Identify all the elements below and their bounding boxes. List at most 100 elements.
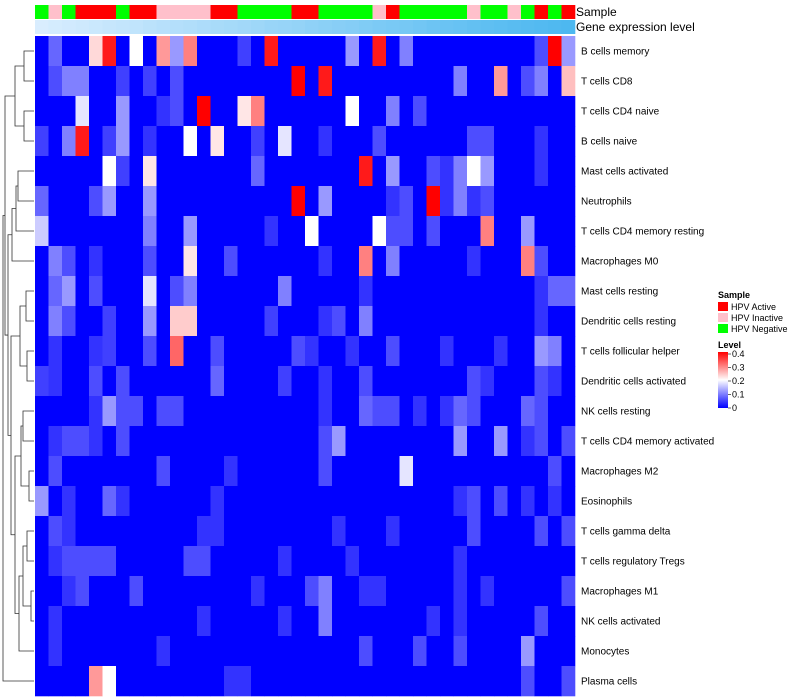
heatmap-cell xyxy=(332,576,346,607)
heatmap-cell xyxy=(345,216,360,247)
heatmap-cell xyxy=(89,276,103,307)
heatmap-cell xyxy=(494,96,508,127)
heatmap-cell xyxy=(534,36,549,67)
heatmap-cell xyxy=(156,456,171,487)
heatmap-cell xyxy=(75,456,90,487)
heatmap-cell xyxy=(345,36,360,67)
heatmap-cell xyxy=(183,396,198,427)
heatmap-cell xyxy=(413,666,427,697)
heatmap-cell xyxy=(35,36,49,67)
dendrogram-link xyxy=(18,575,34,652)
heatmap-cell xyxy=(183,576,198,607)
heatmap-cell xyxy=(332,276,346,307)
heatmap-cell xyxy=(224,306,238,337)
heatmap-cell xyxy=(156,36,171,67)
heatmap-cell xyxy=(318,396,333,427)
heatmap-cell xyxy=(548,546,562,577)
heatmap-cell xyxy=(548,186,562,217)
heatmap-cell xyxy=(197,366,211,397)
heatmap-cell xyxy=(156,66,171,97)
heatmap-cell xyxy=(494,336,508,367)
heatmap-cell xyxy=(129,336,144,367)
heatmap-cell xyxy=(440,156,454,187)
heatmap-cell xyxy=(359,546,373,577)
heatmap-cell xyxy=(332,306,346,337)
heatmap-cell xyxy=(62,486,76,517)
heatmap-cell xyxy=(143,636,157,667)
heatmap-cell xyxy=(399,126,414,157)
heatmap-cell xyxy=(291,576,306,607)
heatmap-cell xyxy=(548,66,562,97)
heatmap-cell xyxy=(116,336,130,367)
heatmap-cell xyxy=(359,276,373,307)
heatmap-cell xyxy=(89,156,103,187)
heatmap-cell xyxy=(102,96,117,127)
heatmap-cell xyxy=(359,636,373,667)
heatmap-cell xyxy=(386,366,400,397)
legend-label-hpv-inactive: HPV Inactive xyxy=(731,313,783,323)
heatmap-cell xyxy=(264,126,279,157)
heatmap-cell xyxy=(170,276,184,307)
heatmap-cell xyxy=(143,216,157,247)
heatmap-cell xyxy=(75,306,90,337)
heatmap-cell xyxy=(548,336,562,367)
heatmap-cell xyxy=(62,516,76,547)
heatmap-cell xyxy=(102,306,117,337)
sample-annotation-label: Sample xyxy=(576,5,617,19)
heatmap-cell xyxy=(534,366,549,397)
heatmap-cell xyxy=(561,336,576,367)
heatmap-cell xyxy=(494,396,508,427)
heatmap-cell xyxy=(467,606,481,637)
heatmap-cell xyxy=(264,36,279,67)
heatmap-cell xyxy=(494,456,508,487)
heatmap-cell xyxy=(521,336,535,367)
heatmap-cell xyxy=(426,486,441,517)
heatmap-cell xyxy=(143,186,157,217)
heatmap-cell xyxy=(48,126,63,157)
heatmap-cell xyxy=(426,516,441,547)
expression-annotation-cell xyxy=(278,20,292,34)
heatmap-cell xyxy=(548,366,562,397)
expression-annotation-cell xyxy=(116,20,130,34)
heatmap-cell xyxy=(561,486,576,517)
heatmap-cell xyxy=(359,186,373,217)
heatmap-cell xyxy=(251,516,265,547)
dendrogram-link xyxy=(22,410,34,442)
heatmap-cell xyxy=(480,336,495,367)
heatmap-cell xyxy=(62,396,76,427)
heatmap-cell xyxy=(318,96,333,127)
heatmap-cell xyxy=(332,546,346,577)
heatmap-cell xyxy=(62,126,76,157)
heatmap-cell xyxy=(332,516,346,547)
heatmap-cell xyxy=(561,636,576,667)
heatmap-cell xyxy=(75,576,90,607)
heatmap-cell xyxy=(197,276,211,307)
heatmap-cell xyxy=(413,156,427,187)
heatmap-cell xyxy=(237,306,252,337)
heatmap-cell xyxy=(399,546,414,577)
heatmap-cell xyxy=(359,126,373,157)
heatmap-cell xyxy=(35,336,49,367)
heatmap-cell xyxy=(534,636,549,667)
heatmap-cell xyxy=(305,126,319,157)
heatmap-cell xyxy=(264,516,279,547)
heatmap-cell xyxy=(480,546,495,577)
row-label: T cells gamma delta xyxy=(581,527,671,538)
expression-annotation-cell xyxy=(291,20,306,34)
heatmap-cell xyxy=(264,216,279,247)
heatmap-cell xyxy=(278,36,292,67)
heatmap-cell xyxy=(413,126,427,157)
expression-annotation-cell xyxy=(561,20,576,34)
heatmap-cell xyxy=(480,576,495,607)
heatmap-cell xyxy=(467,246,481,277)
heatmap-cell xyxy=(278,516,292,547)
heatmap-cell xyxy=(251,636,265,667)
heatmap-cell xyxy=(278,246,292,277)
heatmap-cell xyxy=(89,666,103,697)
heatmap-cell xyxy=(251,156,265,187)
sample-annotation-cell xyxy=(183,5,198,19)
level-color-bar xyxy=(718,352,728,408)
heatmap-cell xyxy=(521,396,535,427)
heatmap-cell xyxy=(305,666,319,697)
expression-annotation-cell xyxy=(156,20,171,34)
